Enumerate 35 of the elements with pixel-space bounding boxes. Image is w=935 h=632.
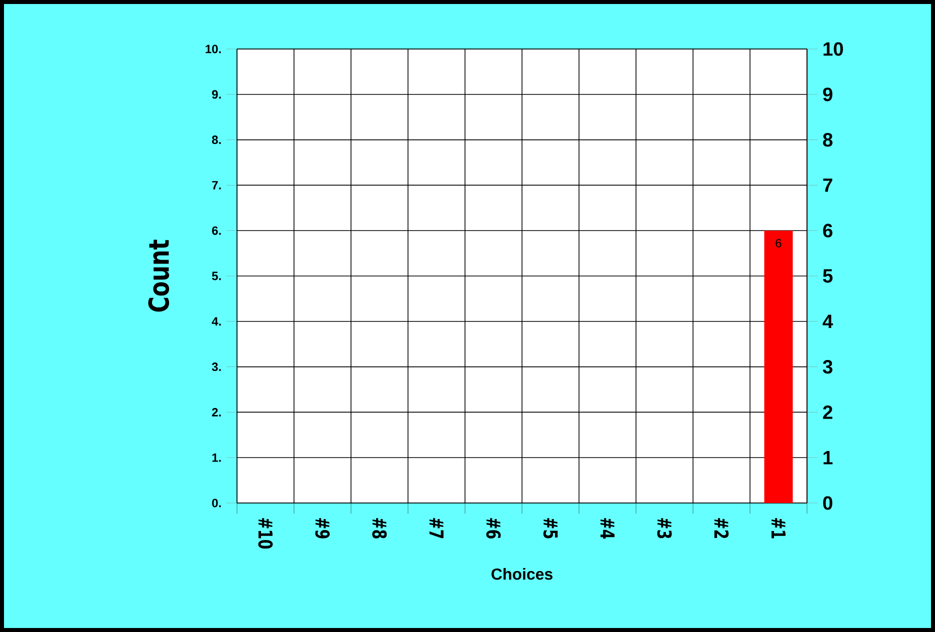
x-tick-label: #2: [714, 518, 729, 538]
x-tick-label: #6: [486, 518, 501, 539]
x-tick-label: #5: [543, 518, 558, 538]
y2-tick-label: 6: [823, 224, 832, 238]
y-axis-title: Count: [148, 240, 170, 312]
y-tick-label: 0.: [212, 498, 221, 508]
y2-tick-label: 3: [822, 360, 832, 374]
y-tick-label: 2.: [212, 408, 221, 416]
y-tick-label: 5.: [212, 272, 221, 280]
y2-tick-label: 1: [824, 450, 833, 464]
x-tick-label: #10: [258, 518, 273, 549]
y-tick-label: 6.: [212, 226, 221, 235]
y2-tick-label: 8: [823, 133, 832, 147]
y2-tick-label: 5: [822, 269, 833, 283]
y-tick-label: 7.: [212, 181, 221, 190]
x-tick-label: #3: [657, 518, 672, 538]
y2-tick-label: 2: [823, 405, 832, 419]
x-tick-label: #9: [315, 518, 330, 538]
y-tick-label: 10.: [206, 44, 221, 54]
x-tick-label: #7: [430, 518, 444, 538]
y2-tick-label: 7: [823, 178, 832, 192]
x-tick-label: #4: [600, 518, 615, 539]
y-tick-label: 9.: [212, 90, 221, 99]
y-tick-label: 4.: [212, 317, 221, 326]
y-tick-label: 1.: [212, 453, 221, 462]
y-tick-label: 3.: [212, 362, 221, 372]
y2-tick-label: 9: [823, 88, 832, 102]
data-label: 6: [776, 238, 782, 248]
x-tick-label: #8: [372, 518, 387, 538]
y2-tick-label: 10: [824, 42, 843, 56]
y2-tick-label: 0: [823, 496, 832, 510]
y2-tick-label: 4: [822, 314, 833, 328]
x-axis-title: Choices: [492, 568, 552, 580]
y-tick-label: 8.: [212, 136, 221, 144]
x-tick-label: #1: [772, 518, 786, 538]
